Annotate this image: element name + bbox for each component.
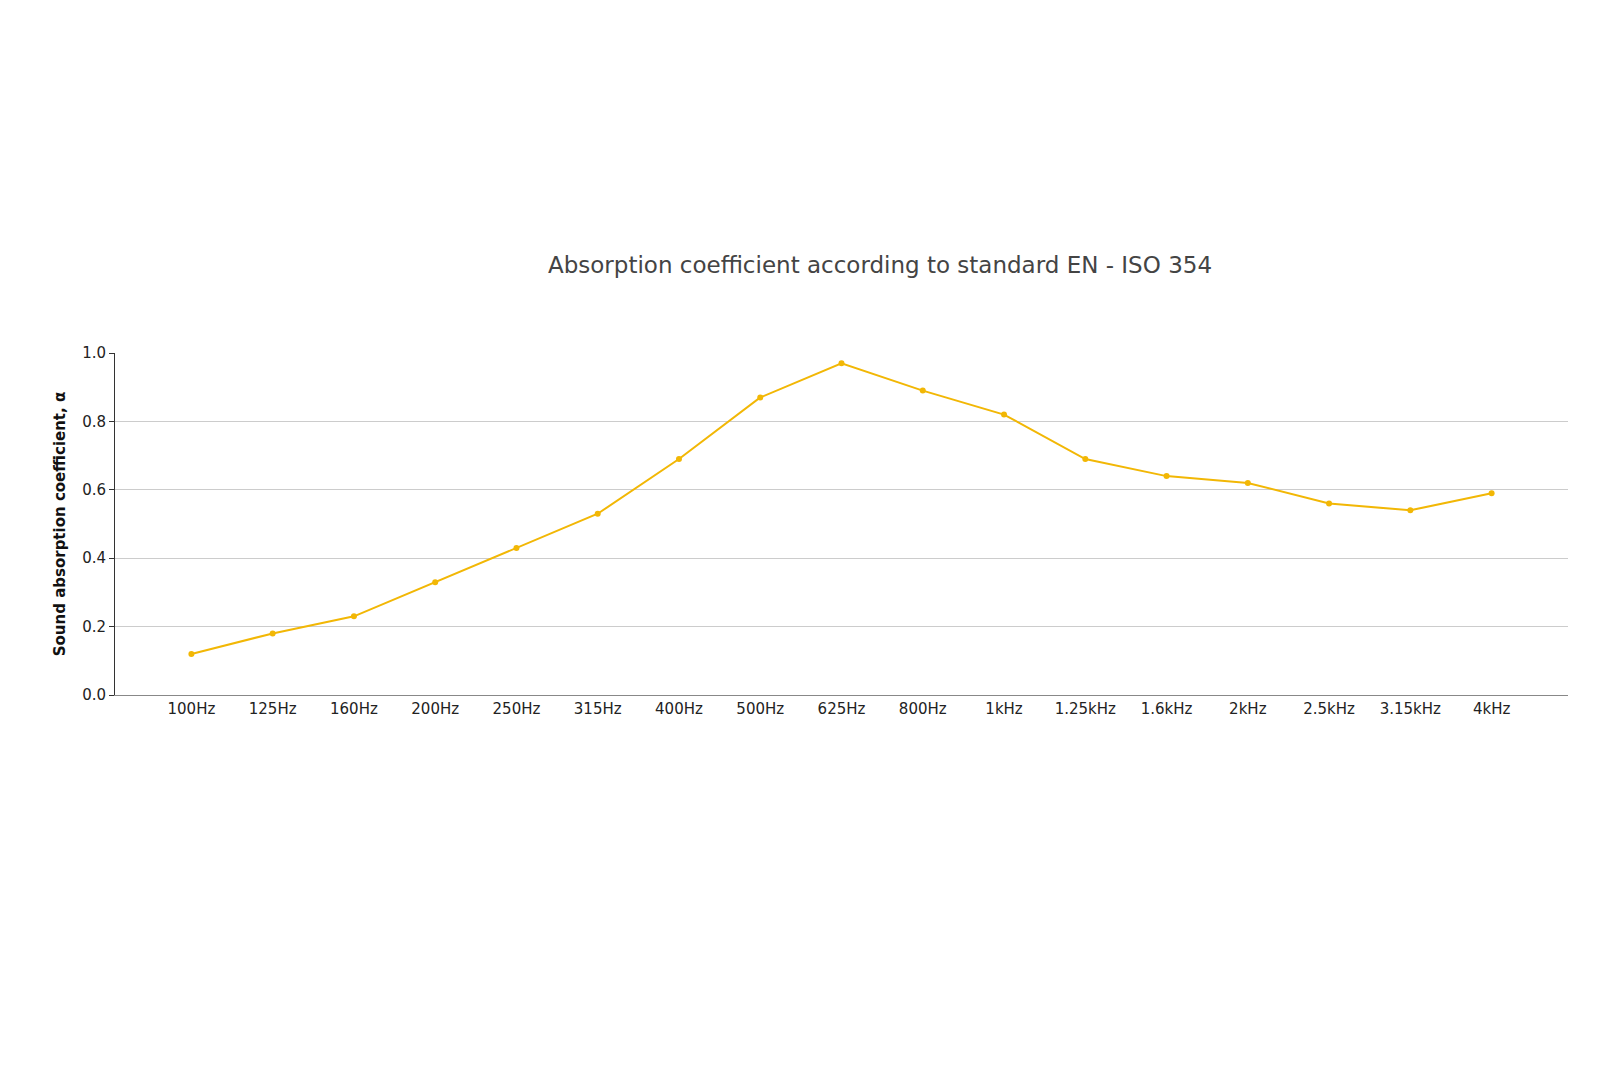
svg-text:400Hz: 400Hz [655, 700, 703, 718]
svg-text:4kHz: 4kHz [1473, 700, 1511, 718]
svg-text:2.5kHz: 2.5kHz [1303, 700, 1355, 718]
svg-text:1.6kHz: 1.6kHz [1141, 700, 1193, 718]
svg-text:800Hz: 800Hz [899, 700, 947, 718]
svg-text:0.2: 0.2 [82, 618, 106, 636]
svg-text:2kHz: 2kHz [1229, 700, 1267, 718]
svg-text:1.0: 1.0 [82, 344, 106, 362]
svg-text:0.6: 0.6 [82, 481, 106, 499]
svg-text:315Hz: 315Hz [574, 700, 622, 718]
svg-text:3.15kHz: 3.15kHz [1380, 700, 1441, 718]
svg-text:500Hz: 500Hz [736, 700, 784, 718]
svg-text:Absorption coefficient accordi: Absorption coefficient according to stan… [548, 252, 1212, 278]
svg-text:0.4: 0.4 [82, 549, 106, 567]
svg-text:0.8: 0.8 [82, 413, 106, 431]
svg-text:1kHz: 1kHz [985, 700, 1023, 718]
svg-text:125Hz: 125Hz [249, 700, 297, 718]
svg-text:625Hz: 625Hz [818, 700, 866, 718]
svg-text:160Hz: 160Hz [330, 700, 378, 718]
svg-text:1.25kHz: 1.25kHz [1055, 700, 1116, 718]
svg-text:100Hz: 100Hz [168, 700, 216, 718]
svg-text:250Hz: 250Hz [493, 700, 541, 718]
svg-text:200Hz: 200Hz [411, 700, 459, 718]
svg-text:Sound absorption coefficient,: Sound absorption coefficient, α [51, 392, 69, 657]
svg-text:0.0: 0.0 [82, 686, 106, 704]
